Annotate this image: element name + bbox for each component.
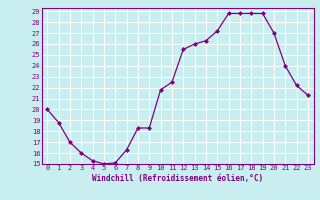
X-axis label: Windchill (Refroidissement éolien,°C): Windchill (Refroidissement éolien,°C) (92, 174, 263, 183)
